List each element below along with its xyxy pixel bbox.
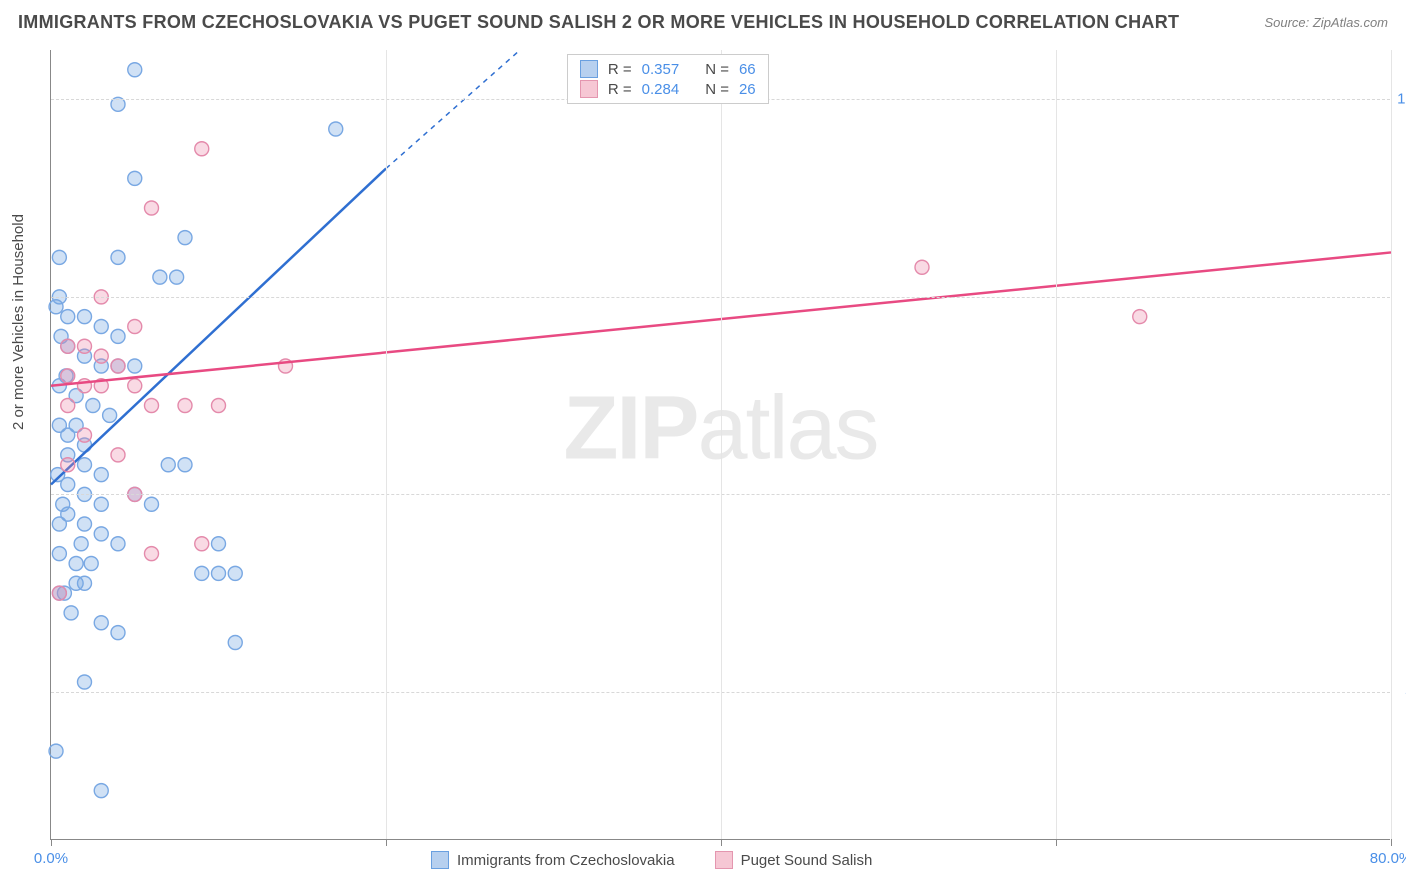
data-point [84,557,98,571]
data-point [212,566,226,580]
data-point [212,537,226,551]
data-point [78,428,92,442]
data-point [128,359,142,373]
legend-row: R = 0.357 N = 66 [580,60,756,78]
data-point [128,320,142,334]
legend-row: R = 0.284 N = 26 [580,80,756,98]
data-point [94,616,108,630]
chart-title: IMMIGRANTS FROM CZECHOSLOVAKIA VS PUGET … [18,12,1179,33]
data-point [178,399,192,413]
data-point [128,379,142,393]
correlation-legend: R = 0.357 N = 66 R = 0.284 N = 26 [567,54,769,104]
data-point [94,497,108,511]
data-point [212,399,226,413]
source-label: Source: ZipAtlas.com [1264,15,1388,30]
gridline-v [386,50,387,839]
data-point [94,784,108,798]
data-point [69,557,83,571]
y-tick-label: 100.0% [1397,91,1406,108]
data-point [195,142,209,156]
data-point [161,458,175,472]
data-point [195,537,209,551]
x-tick-label: 80.0% [1370,850,1406,867]
data-point [94,349,108,363]
data-point [111,250,125,264]
data-point [52,586,66,600]
x-tick-label: 0.0% [34,850,68,867]
data-point [153,270,167,284]
gridline-v [1056,50,1057,839]
data-point [94,320,108,334]
data-point [78,675,92,689]
data-point [94,527,108,541]
data-point [78,576,92,590]
data-point [61,399,75,413]
data-point [178,458,192,472]
data-point [52,547,66,561]
data-point [74,537,88,551]
legend-item: Immigrants from Czechoslovakia [431,851,675,869]
data-point [94,468,108,482]
data-point [915,260,929,274]
data-point [195,566,209,580]
data-point [61,369,75,383]
data-point [49,300,63,314]
data-point [52,517,66,531]
data-point [178,231,192,245]
legend-swatch [580,60,598,78]
series-legend: Immigrants from Czechoslovakia Puget Soun… [431,851,872,869]
data-point [111,626,125,640]
data-point [78,339,92,353]
data-point [145,201,159,215]
legend-swatch [431,851,449,869]
data-point [86,399,100,413]
chart-plot-area: ZIPatlas 40.0%60.0%80.0%100.0%0.0%80.0% … [50,50,1390,840]
legend-item: Puget Sound Salish [715,851,873,869]
data-point [61,458,75,472]
data-point [170,270,184,284]
data-point [64,606,78,620]
data-point [78,458,92,472]
data-point [111,448,125,462]
gridline-v [721,50,722,839]
data-point [78,310,92,324]
data-point [145,547,159,561]
data-point [49,744,63,758]
data-point [145,399,159,413]
data-point [1133,310,1147,324]
data-point [228,566,242,580]
legend-swatch [715,851,733,869]
data-point [329,122,343,136]
gridline-v [1391,50,1392,839]
data-point [52,250,66,264]
data-point [111,359,125,373]
data-point [111,537,125,551]
data-point [228,636,242,650]
y-axis-label: 2 or more Vehicles in Household [10,214,27,430]
data-point [78,517,92,531]
data-point [61,310,75,324]
trend-line-dashed [386,50,520,169]
data-point [128,63,142,77]
data-point [103,408,117,422]
data-point [61,339,75,353]
data-point [145,497,159,511]
data-point [56,497,70,511]
data-point [111,329,125,343]
legend-swatch [580,80,598,98]
data-point [128,171,142,185]
